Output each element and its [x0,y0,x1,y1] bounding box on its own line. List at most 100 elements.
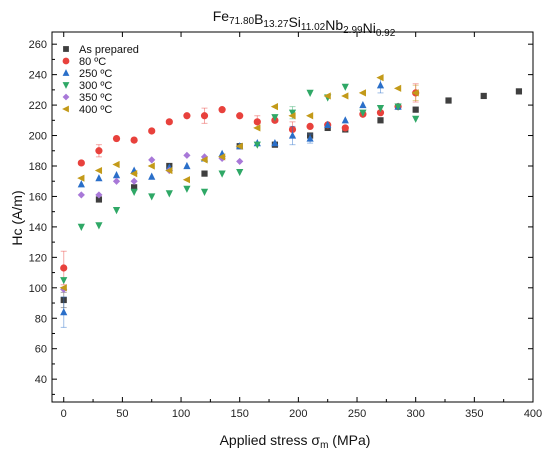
data-point [288,109,297,117]
data-point [200,188,209,196]
data-point [147,162,155,170]
data-point [412,106,419,113]
y-tick-label: 100 [29,283,47,295]
legend-marker [62,69,70,76]
data-point [94,166,103,175]
data-point [480,92,487,100]
data-point [306,89,314,98]
y-axis-label: Hc (A/m) [9,190,25,245]
data-point [253,141,261,149]
x-tick-label: 50 [116,408,128,420]
data-point [376,81,385,89]
x-tick-label: 0 [61,408,67,420]
x-label-main: Applied stress σ [220,432,321,448]
data-point [112,134,121,143]
data-point [306,134,314,142]
data-point [377,117,384,124]
x-tick-label: 350 [465,408,483,420]
data-point [77,191,85,199]
data-point [165,118,173,126]
legend-marker [62,82,70,89]
series-layer [59,74,523,328]
data-point [112,207,121,215]
series-3 [60,83,420,285]
data-point [341,116,349,124]
data-point [253,118,261,126]
data-point [95,196,103,203]
x-tick-label: 100 [172,408,190,420]
data-point [130,136,138,144]
data-point [95,147,103,155]
data-point [324,120,332,128]
data-point [515,88,523,95]
data-point [165,166,173,175]
legend-marker [63,46,69,52]
y-tick-label: 40 [35,374,47,386]
y-tick-label: 60 [35,344,47,356]
data-point [305,112,314,120]
data-point [323,92,331,100]
y-tick-label: 140 [29,222,47,234]
title-subscript: 71.80 [229,16,254,27]
plot-axes: 0 50 100 150 200 250 300 350 400 40 60 80 100 120 140 1… [29,31,542,420]
x-tick-label: 300 [407,408,425,420]
legend-marker [62,57,70,65]
data-point [288,125,297,134]
data-point [95,222,103,230]
data-point [60,264,68,272]
title-subscript: 2.99 [343,25,363,36]
data-point [394,103,402,111]
data-point [236,157,244,166]
series-1 [60,83,420,286]
data-point [95,174,103,182]
data-point [130,188,138,196]
data-point [376,109,385,117]
data-point [288,112,296,120]
data-point [218,106,226,114]
plot-frame [51,31,534,403]
title-subscript: 11.02 [301,22,326,33]
legend-label: 250 ºC [79,68,112,80]
data-point [60,277,68,285]
title-element: Nb [325,17,343,33]
y-tick-label: 260 [29,39,47,51]
title-subscript: 13.27 [263,19,288,30]
data-point [376,105,385,113]
y-tick-label: 240 [29,70,47,82]
data-point [412,115,420,123]
legend-marker [62,105,69,113]
data-point [77,223,85,231]
data-point [359,109,367,117]
x-tick-label: 200 [289,408,307,420]
legend-label: 300 ºC [79,80,112,92]
data-point [165,190,173,198]
x-label-unit: (MPa) [328,432,370,448]
data-point [341,83,349,91]
y-tick-label: 220 [29,100,47,112]
data-point [148,156,156,164]
y-tick-label: 160 [29,191,47,203]
data-point [236,168,244,177]
data-point [200,112,209,120]
data-point [236,112,244,120]
series-0 [60,88,523,309]
data-point [59,284,67,292]
x-tick-label: 250 [348,408,366,420]
data-point [341,92,349,100]
data-point [77,180,85,188]
title-element: Si [288,14,300,30]
data-point [112,177,121,185]
chart-title: Fe71.80B13.27Si11.02Nb2.99Ni0.92 [213,8,396,39]
data-point [271,114,279,122]
data-point [130,177,138,185]
data-point [95,191,103,199]
data-point [183,185,191,193]
x-label-subscript: m [320,440,328,451]
data-point [183,151,191,159]
data-point [271,139,279,147]
data-point [218,170,226,178]
data-point [130,170,138,178]
y-tick-label: 80 [35,313,47,325]
title-element: Ni [363,20,376,36]
